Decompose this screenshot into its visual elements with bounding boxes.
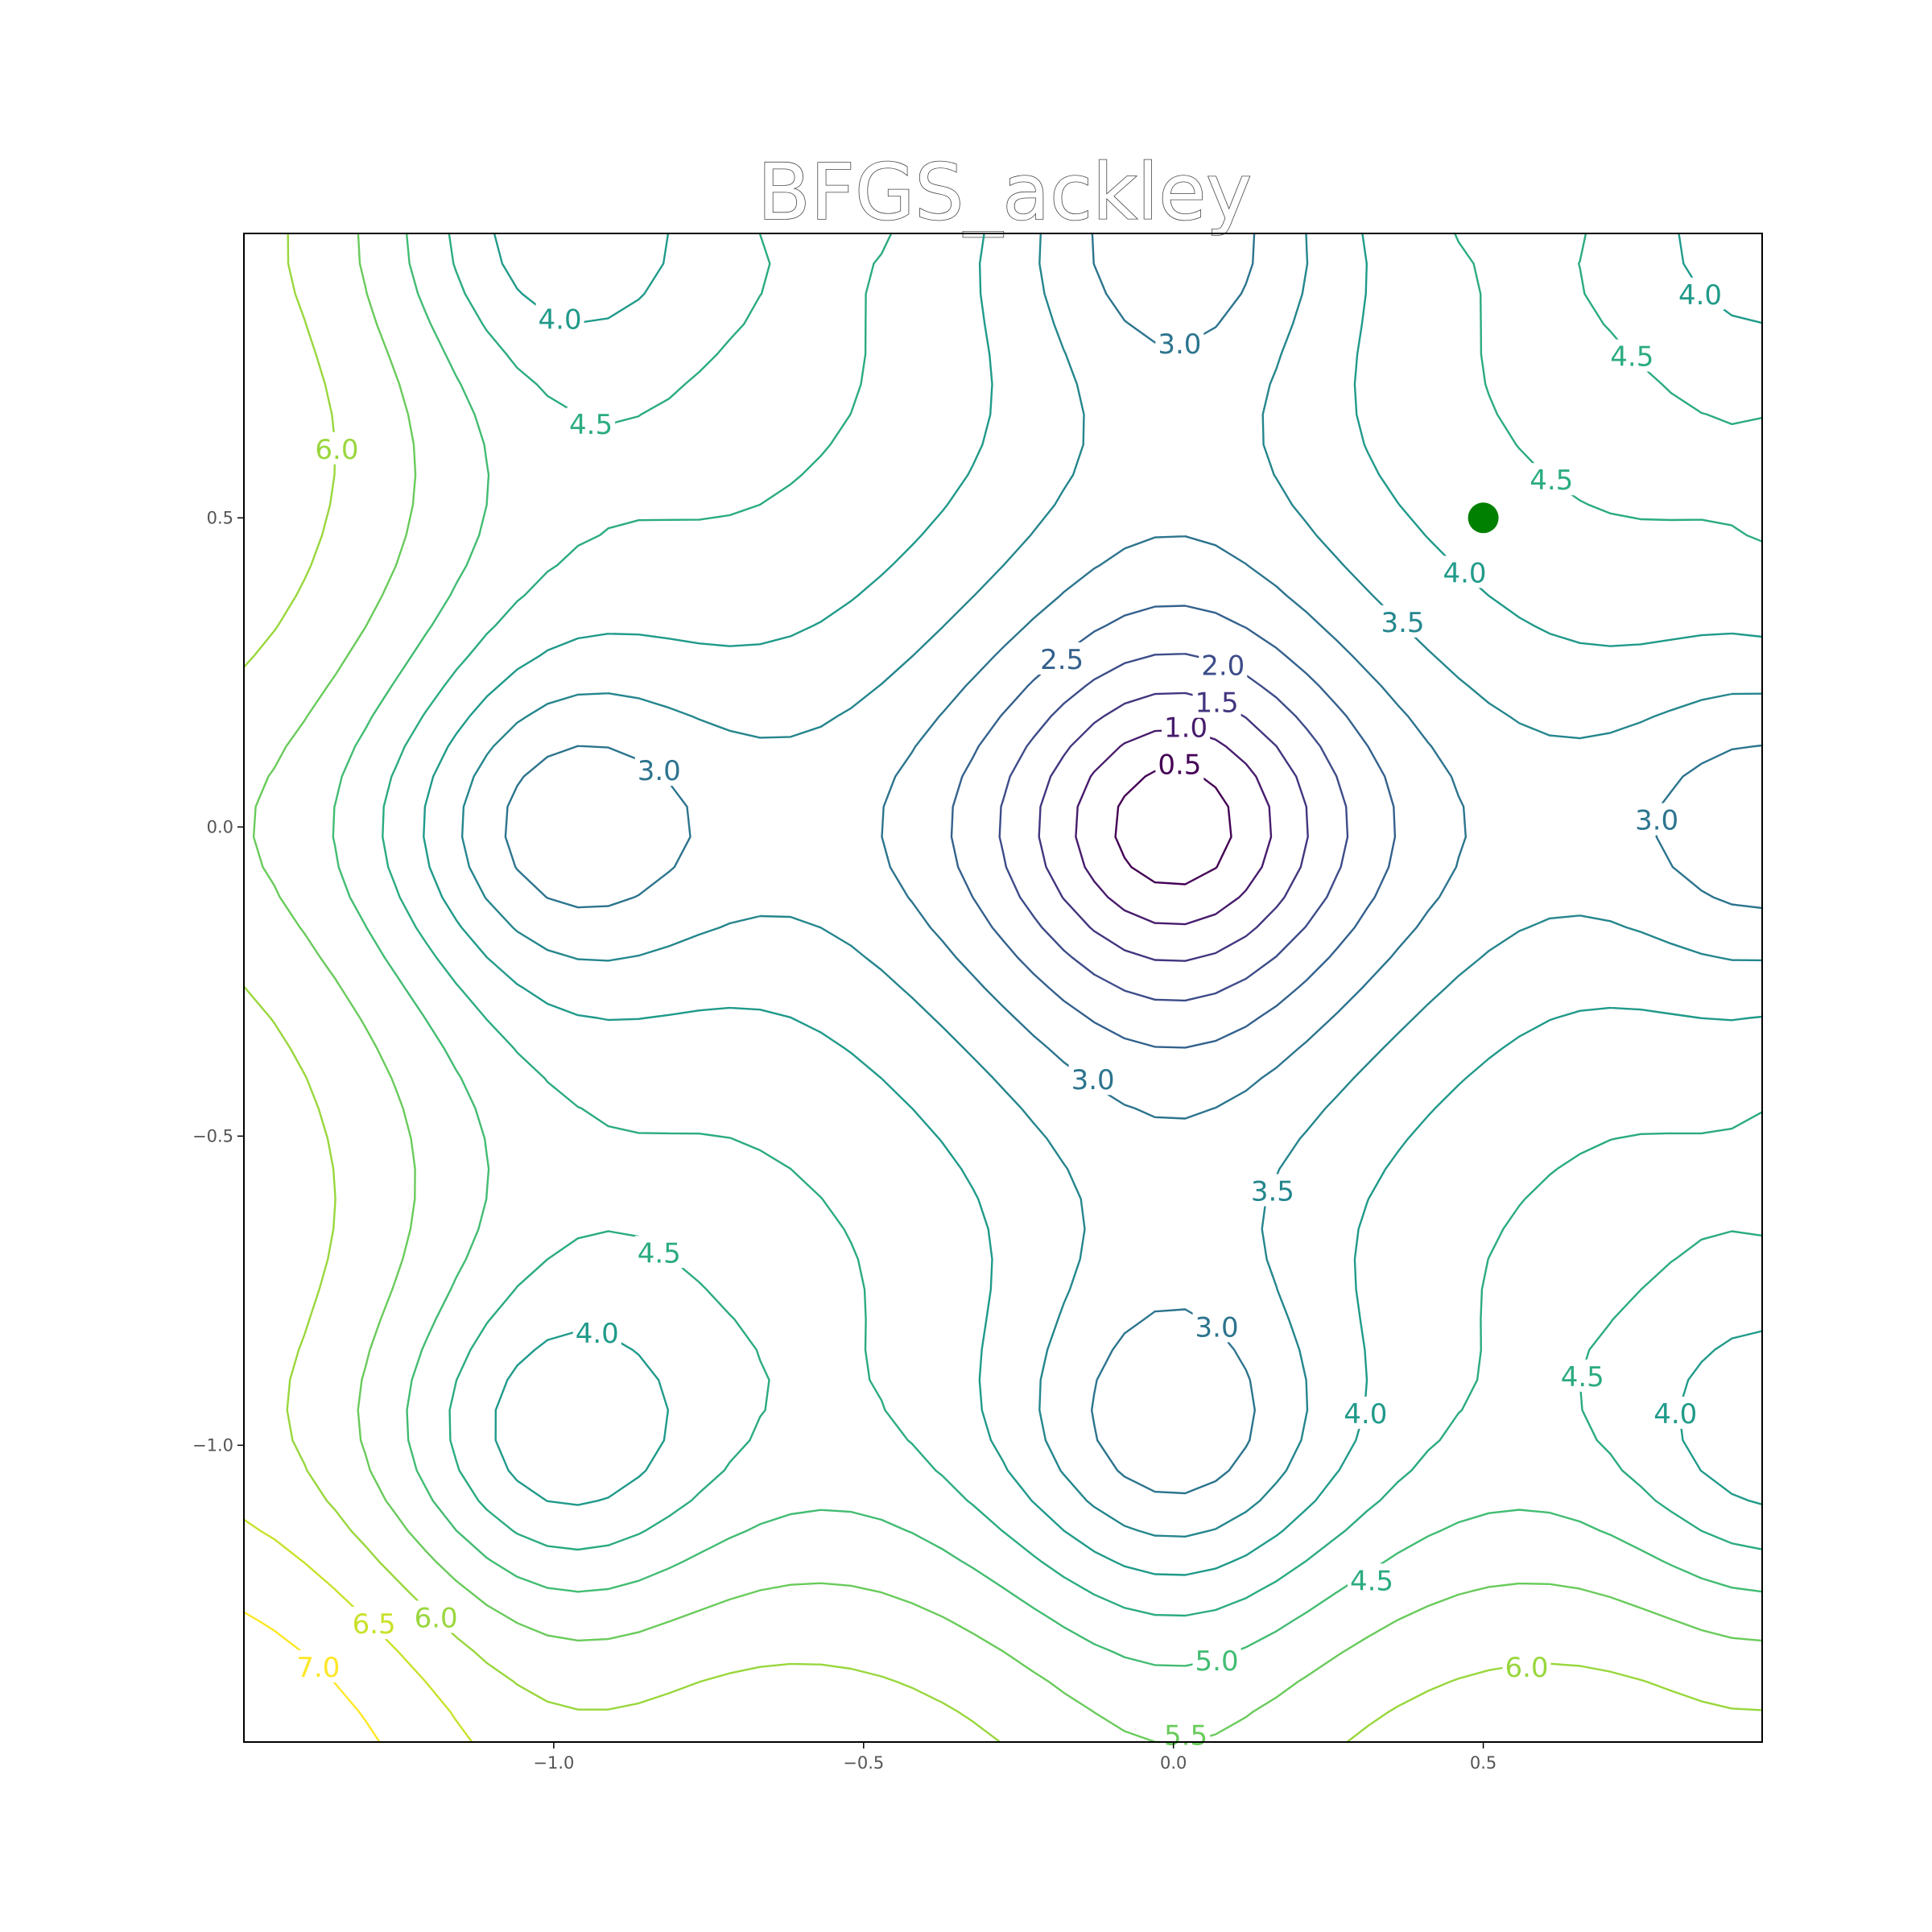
contour-label: 4.0 — [539, 304, 582, 336]
contour-label-bg — [411, 1600, 460, 1633]
contour-label: 3.0 — [1635, 805, 1678, 837]
contour-label-bg — [1558, 1359, 1607, 1392]
contour-label-bg — [1440, 555, 1489, 588]
contour-level-1-5 — [1038, 691, 1309, 962]
contour-label-bg — [634, 1236, 683, 1269]
contour-level-4 — [423, 232, 1764, 1576]
contour-level-5-5 — [252, 232, 1764, 1744]
contour-label-bg — [572, 1316, 621, 1349]
contour-label: 4.0 — [1344, 1398, 1387, 1430]
plot-frame — [243, 233, 1763, 1743]
y-axis: −1.0 −0.5 0.0 0.5 — [192, 508, 244, 1455]
contour-label-bg — [312, 431, 361, 464]
contour-label: 4.0 — [1653, 1398, 1697, 1430]
y-tick-label: 0.0 — [207, 817, 233, 836]
contour-label: 4.5 — [638, 1237, 681, 1269]
contour-label-bg — [1341, 1396, 1390, 1429]
contour-label-bg — [349, 1607, 398, 1640]
contour-label-bg — [1038, 642, 1087, 675]
contour-level-2 — [998, 653, 1349, 1002]
contour-label-bg — [1378, 605, 1427, 638]
contour-label: 3.0 — [638, 755, 681, 787]
contour-level-0-5 — [1114, 768, 1232, 886]
contour-label: 2.0 — [1201, 650, 1245, 683]
contour-label: 3.5 — [1251, 1175, 1294, 1208]
contour-label: 6.0 — [415, 1602, 458, 1634]
contour-label: 4.5 — [1610, 341, 1653, 374]
contour-label-bg — [1155, 747, 1204, 780]
contour-label: 2.5 — [1040, 644, 1084, 676]
y-tick-label: −1.0 — [192, 1435, 233, 1455]
contour-label-bg — [1162, 1718, 1211, 1751]
contour-label-bg — [535, 302, 584, 335]
contour-label: 6.0 — [1505, 1652, 1548, 1684]
contour-label: 3.0 — [1158, 328, 1201, 361]
contour-label-bg — [1199, 648, 1248, 681]
contour-label-bg — [1068, 1063, 1117, 1096]
contour-label: 3.0 — [1071, 1064, 1115, 1096]
contour-level-3-5 — [460, 232, 1764, 1538]
optimizer-point-marker — [1468, 502, 1499, 534]
contour-label: 1.5 — [1195, 687, 1239, 720]
contour-label: 3.0 — [1195, 1311, 1239, 1344]
contour-label-bg — [1192, 1644, 1241, 1677]
contour-label: 6.0 — [315, 434, 358, 466]
contour-label-bg — [1192, 1310, 1241, 1343]
contour-label-bg — [1502, 1649, 1551, 1682]
contour-label: 4.0 — [1443, 557, 1486, 589]
contour-label: 7.0 — [296, 1652, 340, 1684]
contour-level-3 — [504, 232, 1764, 1495]
contour-label-bg — [1608, 339, 1657, 372]
x-axis: −1.0 −0.5 0.0 0.5 — [533, 1742, 1496, 1773]
contour-lines — [242, 232, 1764, 1744]
contour-level-5 — [332, 232, 1764, 1667]
x-tick-label: −0.5 — [843, 1753, 884, 1773]
contour-label: 4.0 — [1678, 279, 1722, 312]
contour-label-bg — [567, 407, 616, 440]
contour-label-bg — [1348, 1563, 1397, 1596]
x-tick-label: 0.5 — [1470, 1753, 1496, 1773]
contour-label: 5.5 — [1164, 1719, 1208, 1752]
contour-label-bg — [1633, 803, 1682, 836]
contour-label: 4.5 — [569, 409, 613, 441]
contour-level-6 — [242, 232, 1764, 1744]
contour-level-2-5 — [950, 605, 1397, 1049]
y-tick-label: −0.5 — [192, 1126, 233, 1146]
contour-label: 5.0 — [1195, 1645, 1239, 1678]
contour-label: 4.5 — [1561, 1361, 1604, 1393]
contour-label-bg — [1651, 1396, 1700, 1429]
contour-label: 4.5 — [1350, 1565, 1393, 1597]
contour-label-bg — [1155, 327, 1204, 360]
contour-label: 0.5 — [1158, 749, 1201, 782]
contour-label-bg — [1527, 463, 1576, 496]
contour-label-bg — [1248, 1174, 1297, 1207]
contour-label: 4.0 — [576, 1318, 619, 1350]
contour-label: 3.5 — [1381, 607, 1424, 639]
contour-label-bg — [1676, 277, 1725, 310]
chart-title: BFGS_ackley — [758, 147, 1252, 237]
contour-label-bg — [634, 753, 683, 786]
contour-label: 4.5 — [1530, 464, 1573, 497]
x-tick-label: 0.0 — [1160, 1753, 1187, 1773]
marker-layer — [1468, 502, 1499, 534]
contour-label-bg — [1192, 685, 1241, 718]
contour-level-4-5 — [382, 232, 1764, 1617]
y-tick-label: 0.5 — [207, 508, 233, 527]
x-tick-label: −1.0 — [533, 1753, 574, 1773]
contour-label-bg — [294, 1649, 343, 1682]
contour-label: 6.5 — [353, 1608, 396, 1641]
contour-labels: 0.51.01.52.02.53.03.03.03.03.03.53.54.04… — [294, 277, 1725, 1752]
